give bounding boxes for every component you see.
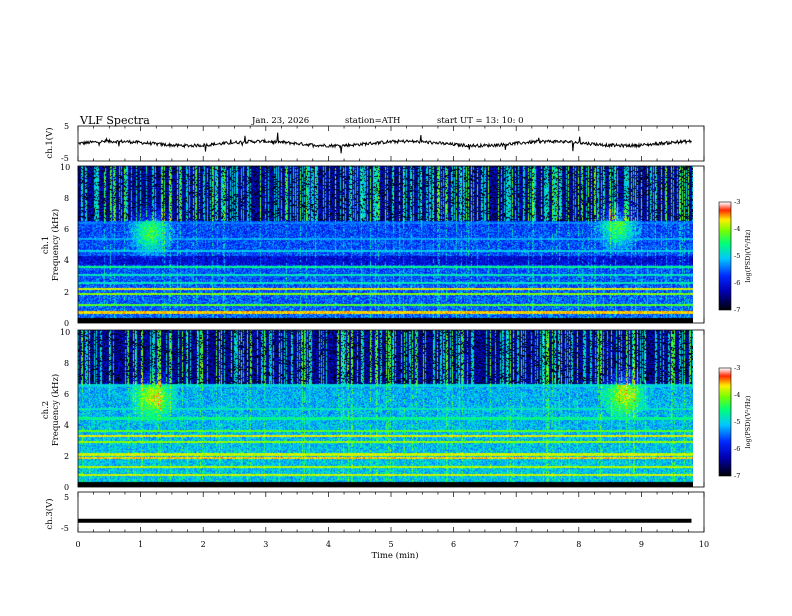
ch1-spectrogram-image	[78, 166, 693, 323]
ch3-waveform-frame	[77, 491, 705, 533]
ch1-ytick-10: 10	[60, 163, 70, 172]
ch1-colorbar-gradient	[719, 202, 731, 310]
ch2-channel-label: ch.2	[41, 401, 51, 419]
ch1-ytick-0: 0	[64, 319, 69, 328]
ch1-spectrogram-panel: 0 2 4 6 8 10 ch.1 Frequency (kHz)	[41, 163, 705, 328]
xtick-label-4: 4	[326, 540, 331, 549]
xtick-label-3: 3	[263, 540, 268, 549]
ch2-colorbar: -3 -4 -5 -6 -7 log(PSD)(V²/Hz)	[718, 364, 752, 480]
xtick-label-9: 9	[639, 540, 644, 549]
ch1-cb-tick-m4: -4	[734, 225, 740, 233]
ch1-ytick-4: 4	[64, 256, 69, 265]
xtick-label-0: 0	[75, 540, 80, 549]
ch2-ytick-2: 2	[64, 452, 69, 461]
ch2-spectrogram-panel: 0 2 4 6 8 10 ch.2 Frequency (kHz)	[41, 328, 705, 492]
station-label: station=ATH	[345, 116, 400, 126]
ch2-colorbar-label: log(PSD)(V²/Hz)	[744, 395, 752, 448]
ch3-waveform-panel: 5 -5 ch.3(V)	[44, 491, 705, 533]
time-axis-ticks	[77, 126, 705, 532]
ch2-ytick-4: 4	[64, 421, 69, 430]
ch1-cb-tick-m5: -5	[734, 252, 740, 260]
xtick-label-5: 5	[388, 540, 393, 549]
ch3-ylabel: ch.3(V)	[44, 498, 55, 529]
xtick-label-8: 8	[576, 540, 581, 549]
ch2-cb-tick-m3: -3	[734, 364, 740, 372]
xtick-label-10: 10	[699, 540, 709, 549]
ch3-ytick-bottom: -5	[61, 524, 69, 533]
ch1-waveform-line	[78, 132, 692, 154]
ch2-colorbar-frame	[718, 367, 732, 477]
ch2-cb-tick-m7: -7	[734, 472, 740, 480]
ch1-ytick-8: 8	[64, 194, 69, 203]
ch1-ytick-top: 5	[64, 122, 69, 131]
ch2-spectrogram-image	[78, 330, 693, 487]
xtick-label-6: 6	[451, 540, 456, 549]
ch3-ytick-top: 5	[64, 493, 69, 502]
figure-title: VLF Spectra	[79, 114, 150, 127]
ch2-cb-tick-m4: -4	[734, 391, 740, 399]
ch1-frequency-label: Frequency (kHz)	[50, 209, 61, 281]
ch1-colorbar-label: log(PSD)(V²/Hz)	[744, 229, 752, 282]
ch1-waveform-panel: 5 -5 ch.1(V)	[44, 122, 705, 163]
ch1-cb-tick-m6: -6	[734, 279, 740, 287]
xtick-label-7: 7	[514, 540, 519, 549]
ch1-cb-tick-m7: -7	[734, 306, 740, 314]
xtick-label-2: 2	[201, 540, 206, 549]
ch1-ytick-2: 2	[64, 288, 69, 297]
ch1-ylabel: ch.1(V)	[44, 127, 55, 158]
ch1-channel-label: ch.1	[41, 236, 51, 254]
ch2-ytick-6: 6	[64, 390, 69, 399]
x-axis-label: Time (min)	[371, 550, 418, 561]
ch2-cb-tick-m6: -6	[734, 445, 740, 453]
ch1-cb-tick-m3: -3	[734, 198, 740, 206]
ch2-colorbar-gradient	[719, 368, 731, 476]
ch1-colorbar: -3 -4 -5 -6 -7 log(PSD)(V²/Hz)	[718, 198, 752, 314]
ch2-frequency-label: Frequency (kHz)	[50, 374, 61, 446]
ch1-colorbar-frame	[718, 201, 732, 311]
ch1-ytick-bottom: -5	[61, 154, 69, 163]
ch2-cb-tick-m5: -5	[734, 418, 740, 426]
time-axis-labels: 0 1 2 3 4 5 6 7 8 9 10	[75, 540, 709, 549]
ch2-ytick-8: 8	[64, 359, 69, 368]
date-label: Jan. 23, 2026	[251, 116, 309, 126]
xtick-label-1: 1	[138, 540, 143, 549]
ch2-ytick-10: 10	[60, 328, 70, 337]
ch1-ytick-6: 6	[64, 225, 69, 234]
start-time-label: start UT = 13: 10: 0	[437, 116, 524, 126]
ch2-ytick-0: 0	[64, 483, 69, 492]
